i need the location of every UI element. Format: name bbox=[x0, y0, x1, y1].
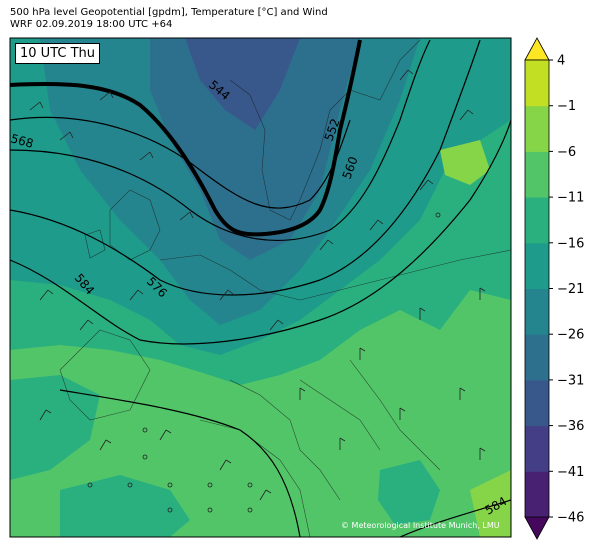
geopotential-contours bbox=[10, 39, 511, 537]
colorbar-segment bbox=[525, 334, 549, 381]
colorbar-segment bbox=[525, 242, 549, 289]
copyright-notice: © Meteorological Institute Munich, LMU bbox=[341, 521, 500, 530]
colorbar-tick-label: −11 bbox=[557, 191, 584, 206]
colorbar-tick-label: −16 bbox=[557, 236, 584, 251]
valid-time-label: 10 UTC Thu bbox=[15, 43, 100, 64]
contour-560 bbox=[10, 116, 351, 209]
colorbar-segment bbox=[525, 151, 549, 198]
colorbar-tick-label: 4 bbox=[557, 54, 565, 69]
contour-576 bbox=[10, 39, 481, 296]
colorbar-tick-label: −36 bbox=[557, 419, 584, 434]
colorbar-tick-label: −6 bbox=[557, 145, 576, 160]
wind-barbs bbox=[29, 69, 486, 501]
colorbar-segment bbox=[525, 197, 549, 244]
temperature-patch-east bbox=[378, 460, 440, 525]
map-frame bbox=[9, 37, 512, 538]
contour-552-thick bbox=[10, 39, 362, 237]
colorbar-segment bbox=[525, 425, 549, 472]
chart-subtitle: WRF 02.09.2019 18:00 UTC +64 bbox=[10, 19, 173, 30]
chart-title: 500 hPa level Geopotential [gpdm], Tempe… bbox=[10, 7, 328, 18]
colorbar-tick-label: −21 bbox=[557, 282, 584, 297]
contour-588 bbox=[59, 389, 301, 537]
calm-wind-markers bbox=[87, 212, 441, 513]
colorbar-tick-label: −41 bbox=[557, 465, 584, 480]
colorbar-extend-max bbox=[524, 37, 550, 61]
contour-584-se bbox=[399, 499, 511, 537]
colorbar-segment bbox=[525, 471, 549, 518]
coastlines bbox=[59, 39, 511, 537]
temperature-band-cold-core bbox=[185, 38, 300, 130]
colorbar-segment bbox=[525, 379, 549, 427]
contour-label-568: 568 bbox=[9, 131, 35, 150]
contour-584 bbox=[10, 119, 511, 345]
colorbar-tick-label: −1 bbox=[557, 99, 576, 114]
colorbar-tick-label: −46 bbox=[557, 511, 584, 526]
colorbar-tick-label: −26 bbox=[557, 328, 584, 343]
temperature-patch-west bbox=[10, 375, 100, 480]
temperature-patch-south bbox=[60, 475, 190, 537]
contour-568 bbox=[10, 39, 431, 241]
temperature-patch-warm-se bbox=[470, 470, 511, 537]
colorbar-segment bbox=[525, 288, 549, 335]
temperature-band-dark bbox=[150, 38, 360, 260]
colorbar-tick-label: −31 bbox=[557, 373, 584, 388]
colorbar-segment bbox=[525, 105, 549, 152]
colorbar-extend-min bbox=[524, 516, 550, 540]
colorbar-segment bbox=[525, 60, 549, 107]
temperature-patch-warm bbox=[440, 140, 490, 185]
